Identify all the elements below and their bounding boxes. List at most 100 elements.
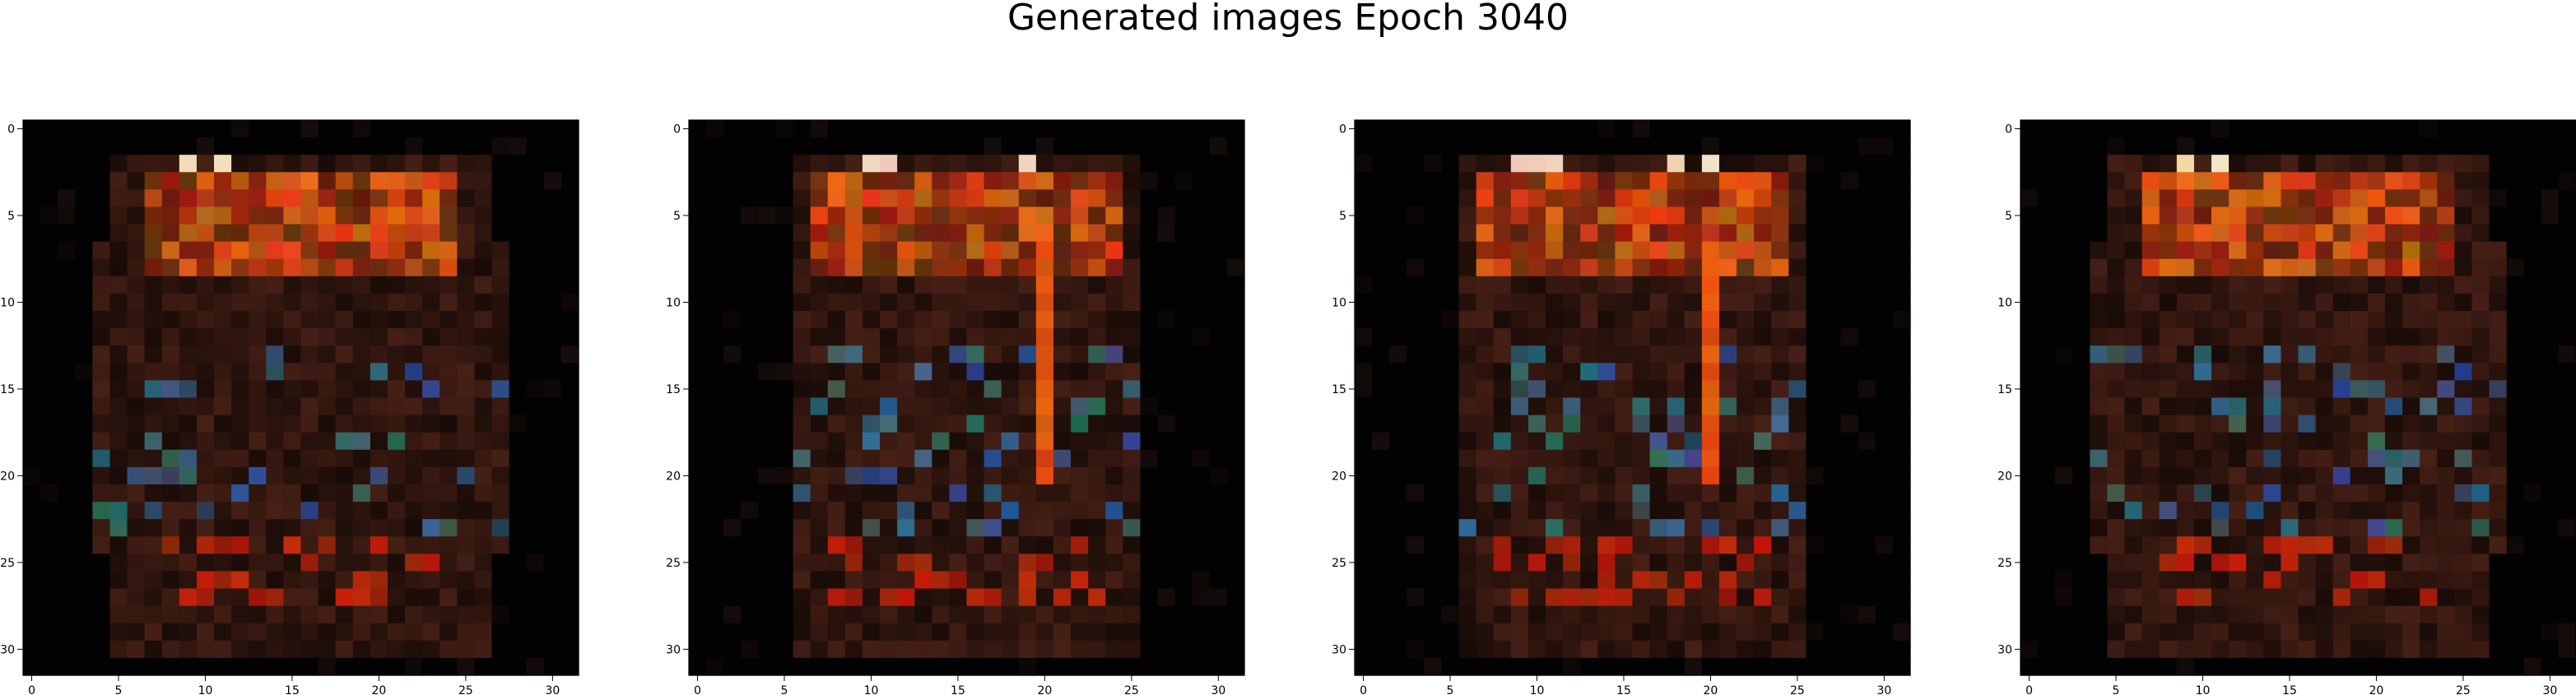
image-pixel xyxy=(2176,363,2195,381)
image-pixel xyxy=(1001,241,1020,260)
image-pixel xyxy=(2263,640,2281,659)
image-pixel xyxy=(2332,536,2351,554)
image-pixel xyxy=(144,155,163,173)
image-pixel xyxy=(1053,276,1072,294)
image-pixel xyxy=(966,449,985,468)
image-pixel xyxy=(1580,571,1598,590)
image-pixel xyxy=(1737,241,1755,260)
image-pixel xyxy=(862,432,881,451)
image-pixel xyxy=(2193,276,2212,294)
image-pixel xyxy=(300,155,319,173)
image-pixel xyxy=(2159,293,2178,312)
image-pixel xyxy=(1580,484,1598,503)
image-pixel xyxy=(474,657,493,676)
image-pixel xyxy=(2246,293,2264,312)
image-pixel xyxy=(2367,484,2386,503)
image-pixel xyxy=(2246,484,2264,503)
image-pixel xyxy=(2159,554,2178,572)
image-pixel xyxy=(40,502,58,520)
image-pixel xyxy=(1649,258,1668,277)
image-pixel xyxy=(2281,432,2299,451)
image-pixel xyxy=(1209,258,1228,277)
image-pixel xyxy=(1105,466,1123,485)
image-pixel xyxy=(1355,328,1373,346)
image-pixel xyxy=(2315,258,2334,277)
image-pixel xyxy=(966,328,985,346)
image-pixel xyxy=(179,328,198,346)
image-pixel xyxy=(1649,519,1668,537)
image-pixel xyxy=(1035,554,1054,572)
image-pixel xyxy=(1823,415,1842,433)
image-pixel xyxy=(1771,571,1789,590)
image-pixel xyxy=(2454,502,2473,520)
image-pixel xyxy=(862,241,881,260)
image-pixel xyxy=(283,536,302,554)
image-pixel xyxy=(1105,363,1123,381)
image-pixel xyxy=(387,241,406,260)
image-pixel xyxy=(914,363,932,381)
image-pixel xyxy=(491,293,510,312)
image-pixel xyxy=(1123,258,1142,277)
image-pixel xyxy=(2055,380,2073,399)
image-pixel xyxy=(1649,536,1668,554)
image-pixel xyxy=(474,155,493,173)
image-pixel xyxy=(1788,155,1807,173)
image-pixel xyxy=(1123,588,1142,607)
image-pixel xyxy=(2211,380,2230,399)
image-pixel xyxy=(914,502,932,520)
image-pixel xyxy=(2298,241,2317,260)
image-pixel xyxy=(1441,189,1460,208)
image-pixel xyxy=(1754,415,1772,433)
image-pixel xyxy=(2055,432,2073,451)
image-pixel xyxy=(2020,293,2039,312)
image-pixel xyxy=(1424,293,1443,312)
image-pixel xyxy=(387,623,406,642)
image-pixel xyxy=(144,293,163,312)
image-pixel xyxy=(2315,224,2334,243)
image-pixel xyxy=(966,363,985,381)
image-pixel xyxy=(1441,120,1460,138)
image-pixel xyxy=(370,380,388,399)
image-pixel xyxy=(405,363,423,381)
image-pixel xyxy=(1806,623,1825,642)
image-pixel xyxy=(1441,588,1460,607)
image-pixel xyxy=(1209,432,1228,451)
image-pixel xyxy=(58,345,76,364)
image-pixel xyxy=(491,449,510,468)
image-pixel xyxy=(1192,536,1211,554)
image-pixel xyxy=(2090,189,2109,208)
image-pixel xyxy=(1788,484,1807,503)
image-pixel xyxy=(741,258,759,277)
image-pixel xyxy=(560,554,579,572)
image-pixel xyxy=(457,536,476,554)
image-pixel xyxy=(1875,155,1894,173)
image-pixel xyxy=(1209,345,1228,364)
image-pixel xyxy=(2315,415,2334,433)
image-pixel xyxy=(1372,328,1390,346)
image-pixel xyxy=(2281,363,2299,381)
image-pixel xyxy=(1875,415,1894,433)
image-pixel xyxy=(335,380,354,399)
image-pixel xyxy=(1667,397,1686,416)
image-pixel xyxy=(1858,623,1876,642)
image-pixel xyxy=(2558,519,2576,537)
image-pixel xyxy=(775,623,794,642)
image-pixel xyxy=(2437,380,2455,399)
image-pixel xyxy=(2384,120,2403,138)
image-pixel xyxy=(1546,397,1564,416)
image-pixel xyxy=(2298,120,2317,138)
image-pixel xyxy=(1389,623,1407,642)
image-pixel xyxy=(1001,258,1020,277)
image-pixel xyxy=(2454,172,2473,190)
image-pixel xyxy=(1424,519,1443,537)
image-pixel xyxy=(214,623,232,642)
image-pixel xyxy=(1123,640,1142,659)
image-pixel xyxy=(2541,484,2560,503)
image-pixel xyxy=(1840,554,1859,572)
image-pixel xyxy=(40,623,58,642)
image-pixel xyxy=(196,502,215,520)
image-pixel xyxy=(1615,571,1634,590)
image-pixel xyxy=(1174,311,1193,329)
image-pixel xyxy=(2454,155,2473,173)
image-pixel xyxy=(422,293,440,312)
